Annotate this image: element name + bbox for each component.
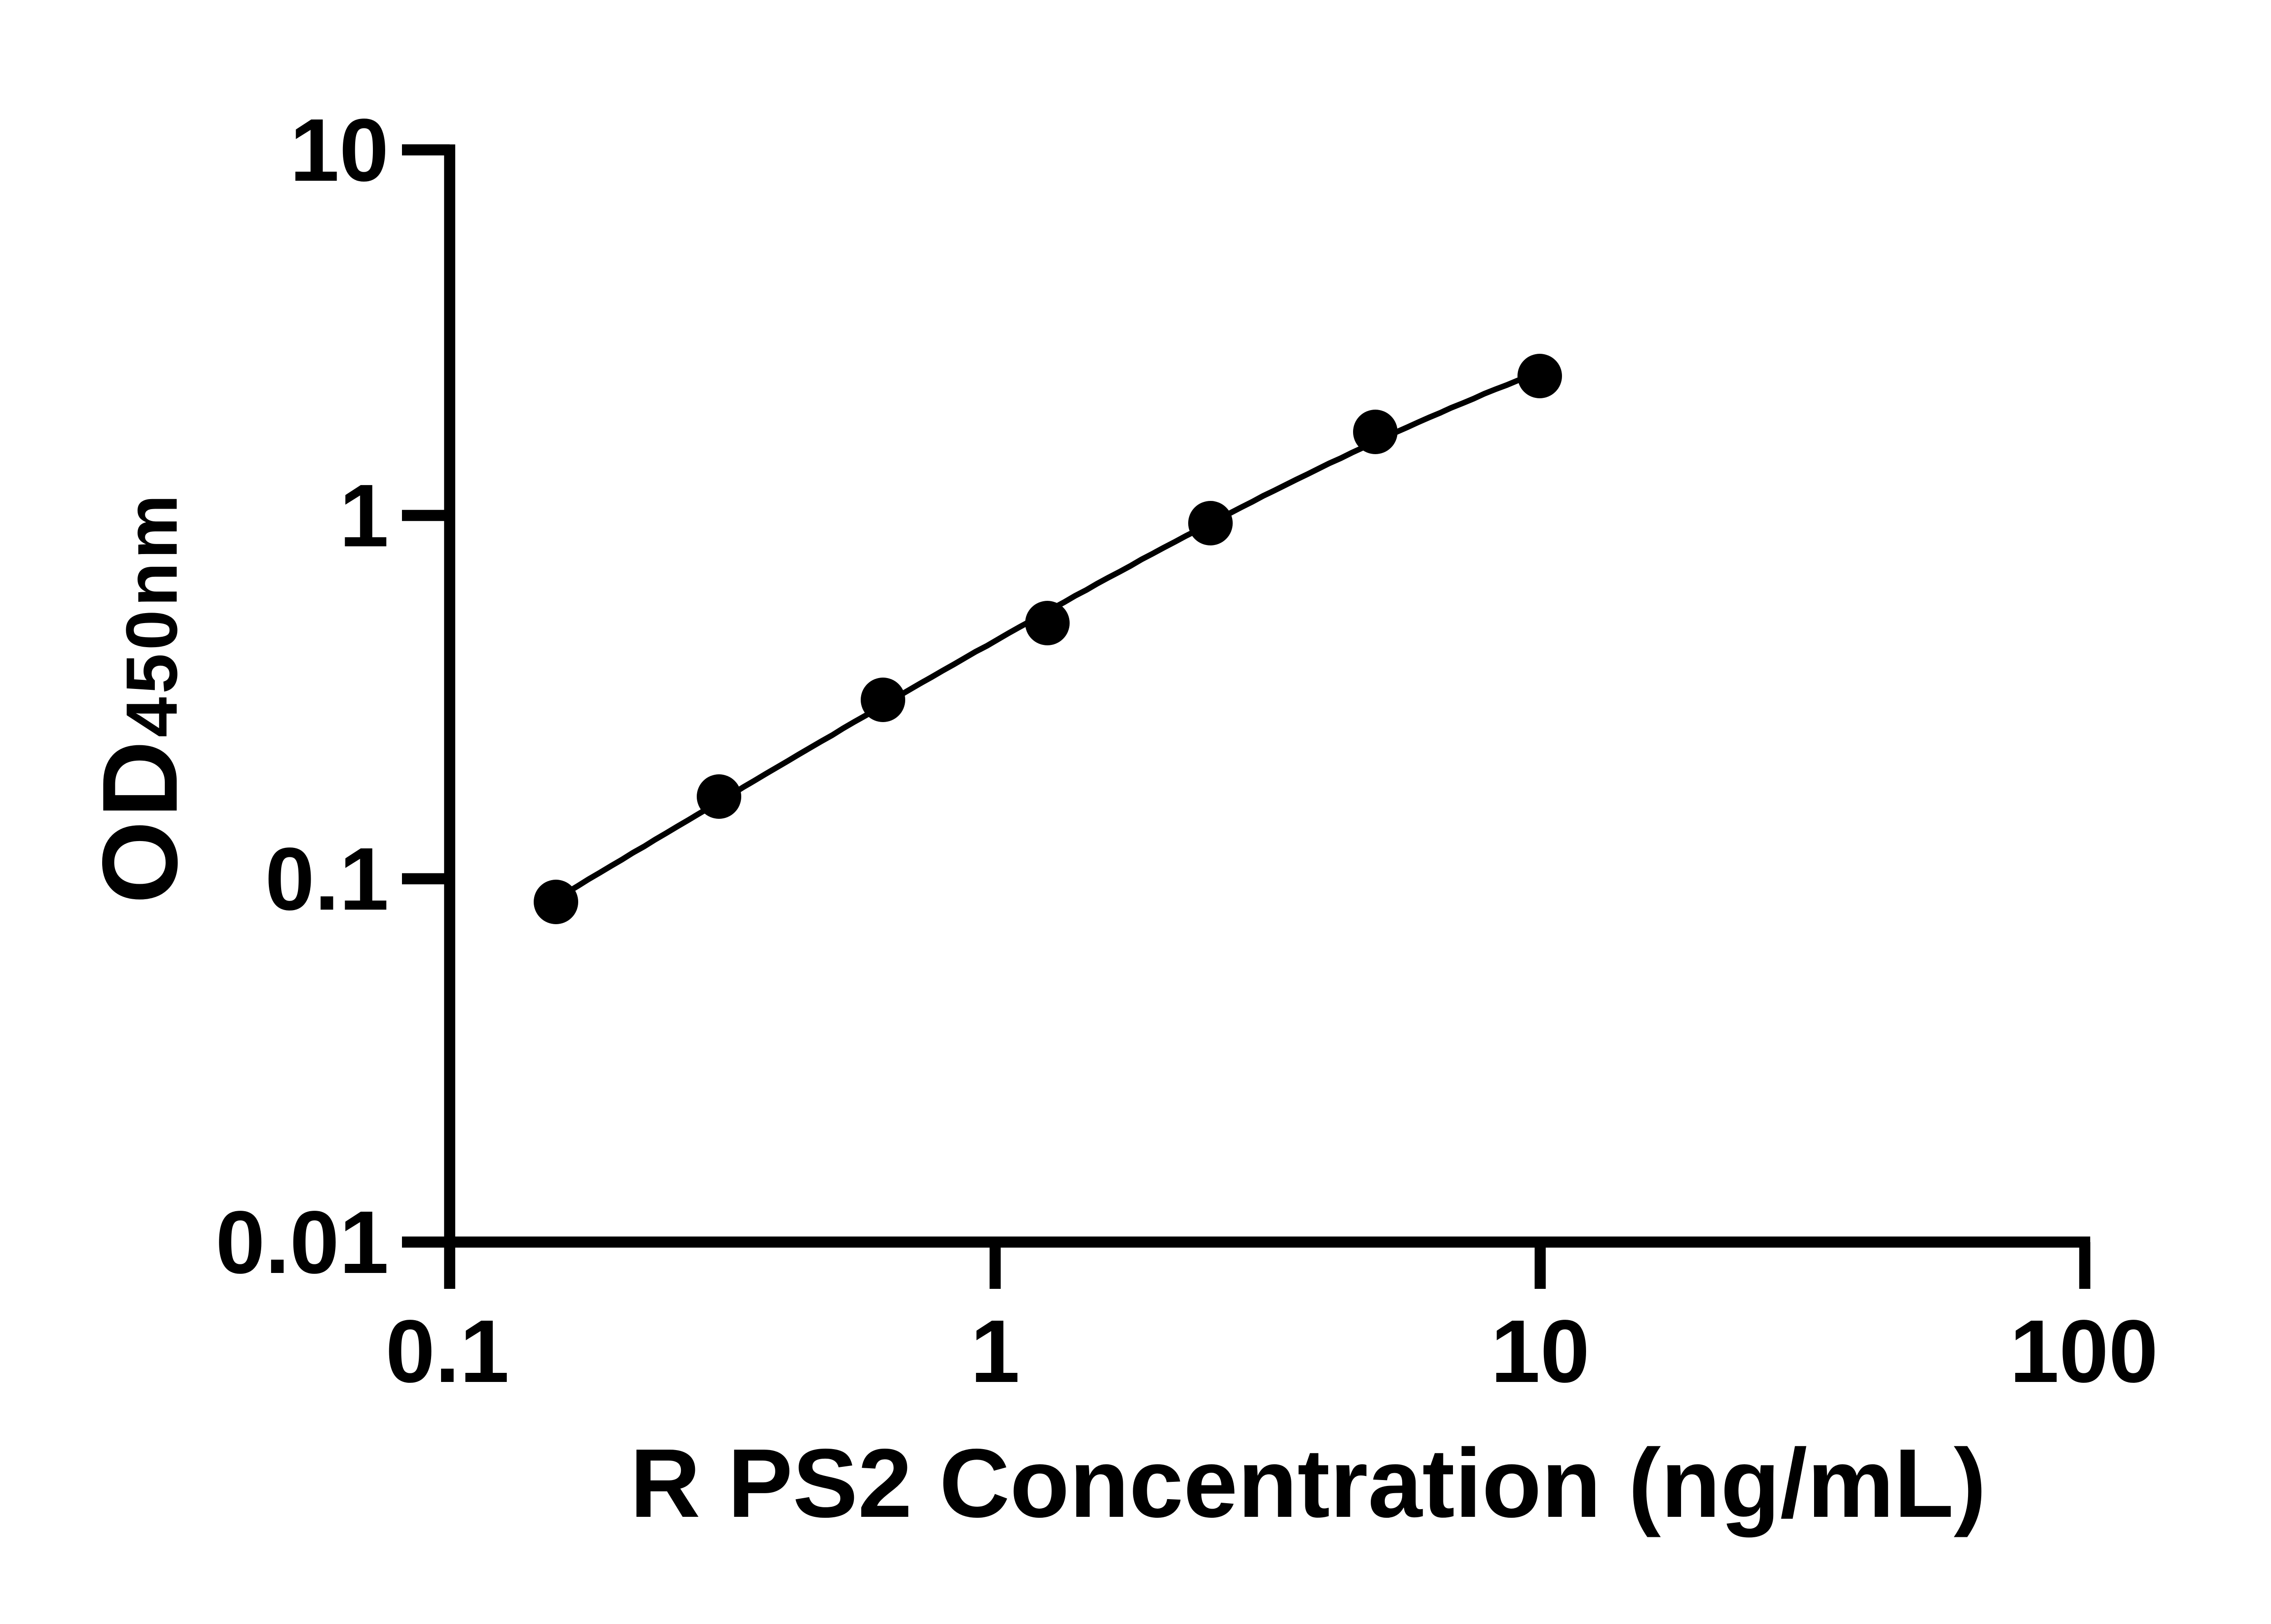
svg-text:1: 1	[339, 466, 389, 565]
svg-text:10: 10	[290, 100, 389, 200]
svg-text:100: 100	[2009, 1302, 2158, 1401]
svg-text:R PS2 Concentration (ng/mL): R PS2 Concentration (ng/mL)	[630, 1428, 1986, 1538]
svg-text:0.1: 0.1	[386, 1302, 509, 1401]
svg-text:0.01: 0.01	[216, 1193, 389, 1292]
svg-text:OD450nm: OD450nm	[80, 491, 199, 904]
svg-text:0.1: 0.1	[265, 829, 389, 929]
svg-text:1: 1	[970, 1302, 1020, 1401]
svg-text:10: 10	[1491, 1302, 1590, 1401]
